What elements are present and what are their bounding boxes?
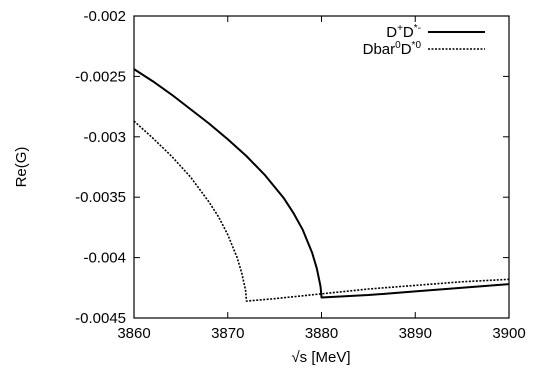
x-tick-label: 3890 [399, 325, 432, 342]
legend: D+D*- Dbar0D*0 [363, 23, 485, 58]
x-tick-label: 3870 [211, 325, 244, 342]
series-line-dbar0-dstar0 [133, 120, 510, 302]
x-tick-label: 3860 [117, 325, 150, 342]
y-tick-label: -0.0045 [75, 310, 126, 327]
y-tick-label: -0.0025 [75, 68, 126, 85]
axis-ticks [133, 15, 510, 319]
x-axis-title: √s [MeV] [291, 349, 350, 366]
x-tick-label: 3880 [305, 325, 338, 342]
series-line-dplus-dstar-minus [133, 68, 510, 299]
legend-label-dbar0-dstar0: Dbar0D*0 [363, 40, 422, 58]
y-tick-label: -0.004 [83, 250, 126, 267]
legend-label-dplus-dstar-minus: D+D*- [386, 23, 421, 41]
y-tick-label: -0.003 [83, 129, 126, 146]
y-tick-label: -0.002 [83, 8, 126, 25]
axis-tick-labels: 3860 3870 3880 3890 3900 -0.002 -0.0025 -0.003 -… [75, 8, 526, 342]
series-curves [133, 68, 510, 302]
y-tick-label: -0.0035 [75, 189, 126, 206]
y-axis-title: Re(G) [13, 147, 30, 188]
plot-frame [133, 15, 510, 319]
x-tick-label: 3900 [492, 325, 525, 342]
